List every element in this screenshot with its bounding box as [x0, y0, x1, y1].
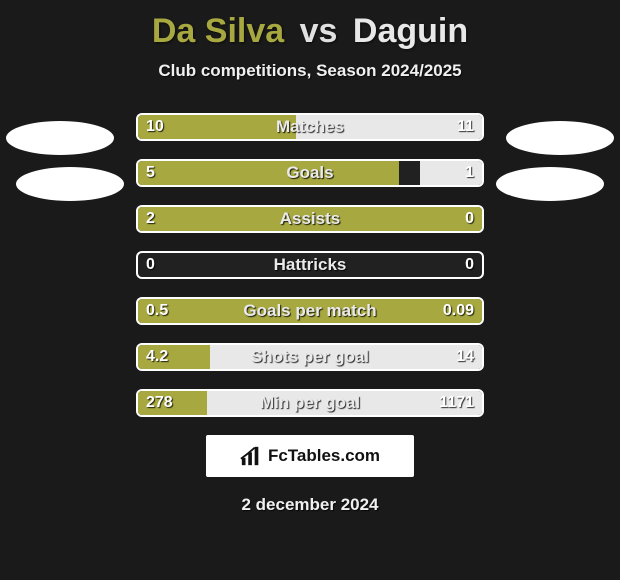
brand-text: FcTables.com — [268, 446, 380, 466]
player1-avatar-top — [6, 121, 114, 155]
value-left: 0 — [146, 256, 155, 274]
value-right: 0.09 — [443, 302, 474, 320]
value-left: 5 — [146, 164, 155, 182]
season-subtitle: Club competitions, Season 2024/2025 — [0, 61, 620, 81]
stat-row: 0.50.09Goals per match — [136, 297, 484, 325]
stat-row: 51Goals — [136, 159, 484, 187]
stat-row: 1011Matches — [136, 113, 484, 141]
player1-avatar-bottom — [16, 167, 124, 201]
value-left: 0.5 — [146, 302, 168, 320]
stat-rows: 1011Matches51Goals20Assists00Hattricks0.… — [136, 113, 484, 417]
value-right: 1 — [465, 164, 474, 182]
metric-label: Hattricks — [138, 255, 482, 275]
stat-row: 4.214Shots per goal — [136, 343, 484, 371]
player2-avatar-bottom — [496, 167, 604, 201]
stat-row: 2781171Min per goal — [136, 389, 484, 417]
value-right: 0 — [465, 256, 474, 274]
snapshot-date: 2 december 2024 — [0, 495, 620, 515]
value-right: 0 — [465, 210, 474, 228]
value-right: 1171 — [439, 394, 474, 412]
fill-left — [138, 299, 482, 323]
fill-left — [138, 207, 482, 231]
comparison-arena: 1011Matches51Goals20Assists00Hattricks0.… — [0, 113, 620, 417]
player2-avatar-top — [506, 121, 614, 155]
fill-right — [210, 345, 482, 369]
value-left: 2 — [146, 210, 155, 228]
player2-name: Daguin — [353, 12, 468, 50]
value-right: 14 — [456, 348, 474, 366]
vs-label: vs — [300, 12, 338, 50]
comparison-title: Da Silva vs Daguin — [0, 0, 620, 51]
fill-left — [138, 161, 399, 185]
value-left: 278 — [146, 394, 173, 412]
stat-row: 0 0Hattricks — [136, 251, 484, 279]
value-right: 11 — [457, 118, 474, 136]
stat-row: 20Assists — [136, 205, 484, 233]
brand-badge: FcTables.com — [206, 435, 414, 477]
value-left: 4.2 — [146, 348, 168, 366]
brand-bars-icon — [240, 445, 262, 467]
player1-name: Da Silva — [152, 12, 284, 50]
fill-right — [296, 115, 482, 139]
value-left: 10 — [146, 118, 164, 136]
